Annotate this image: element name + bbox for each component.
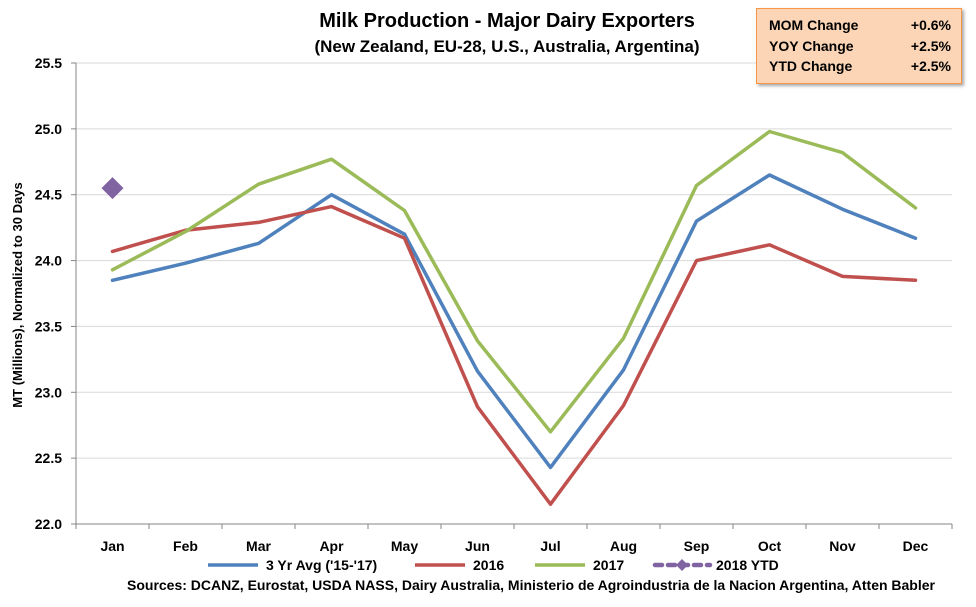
series-line [110, 173, 918, 470]
stats-label: YTD Change [769, 58, 853, 74]
stats-value: +2.5% [910, 58, 951, 74]
change-stats-box: MOM Change +0.6% YOY Change +2.5% YTD Ch… [756, 8, 962, 84]
legend-label: 2018 YTD [716, 557, 779, 573]
x-tick-label: Oct [758, 538, 782, 554]
x-tick-label: Feb [173, 538, 198, 554]
x-tick-label: Aug [610, 538, 637, 554]
y-tick-label: 23.0 [35, 384, 62, 400]
stats-row-mom: MOM Change +0.6% [769, 15, 951, 36]
y-tick-label: 24.0 [35, 253, 62, 269]
axes: 22.0 22.5 23.0 23.5 24.0 24.5 25.0 25.5 Jan Feb Ma… [35, 55, 953, 554]
y-tick-label: 22.5 [35, 450, 62, 466]
x-tick-label: Dec [903, 538, 929, 554]
y-tick-label: 23.5 [35, 318, 62, 334]
x-tick-label: Jan [100, 538, 124, 554]
legend-marker [676, 559, 688, 571]
stats-value: +2.5% [910, 37, 951, 54]
stats-label: YOY Change [769, 37, 854, 54]
x-tick-label: Mar [246, 538, 271, 554]
series-line [110, 204, 918, 506]
chart-subtitle: (New Zealand, EU-28, U.S., Australia, Ar… [314, 37, 699, 56]
y-tick-label: 24.5 [35, 187, 62, 203]
legend-label: 2016 [473, 557, 504, 573]
gridlines [76, 62, 952, 459]
x-tick-label: Jun [465, 538, 490, 554]
x-tick-label: Sep [684, 538, 710, 554]
stats-row-yoy: YOY Change +2.5% [769, 36, 951, 57]
x-tick-label: Nov [829, 538, 856, 554]
chart-title: Milk Production - Major Dairy Exporters [319, 10, 695, 32]
legend-label: 3 Yr Avg ('15-'17) [266, 557, 377, 573]
legend-label: 2017 [593, 557, 624, 573]
y-tick-label: 25.5 [35, 55, 62, 71]
x-tick-label: Apr [319, 538, 344, 554]
source-note: Sources: DCANZ, Eurostat, USDA NASS, Dai… [127, 577, 936, 593]
stats-label: MOM Change [769, 17, 859, 33]
x-tick-label: Jul [540, 538, 560, 554]
series-point [101, 177, 124, 200]
y-tick-label: 22.0 [35, 516, 62, 532]
stats-row-ytd: YTD Change +2.5% [769, 56, 951, 77]
y-axis-label: MT (Millions), Normalized to 30 Days [10, 182, 25, 407]
series-lines [101, 129, 918, 506]
x-tick-label: May [391, 538, 418, 554]
series-line [110, 129, 918, 434]
y-tick-label: 25.0 [35, 121, 62, 137]
legend: 3 Yr Avg ('15-'17) 2016 2017 2018 YTD [208, 557, 779, 573]
stats-value: +0.6% [910, 17, 951, 33]
